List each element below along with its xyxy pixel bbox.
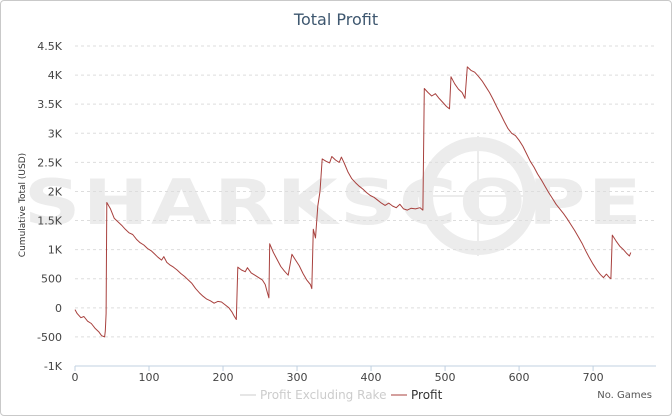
x-tick-label: 500 [435,371,456,384]
chart-title: Total Profit [293,10,378,29]
x-tick-label: 300 [287,371,308,384]
y-tick-label: -500 [37,331,62,344]
y-tick-label: 0 [55,302,62,315]
legend-item-profit-excluding-rake[interactable]: Profit Excluding Rake [240,388,386,402]
legend-item-profit[interactable]: Profit [391,388,443,402]
x-tick-label: 700 [583,371,604,384]
y-tick-label: 1K [48,244,63,257]
x-tick-label: 200 [213,371,234,384]
y-tick-label: 3.5K [37,98,62,111]
y-tick-label: 2.5K [37,156,62,169]
y-tick-label: -1K [44,360,63,373]
legend-label-profit: Profit [411,388,443,402]
y-tick-label: 1.5K [37,215,62,228]
x-tick-label: 100 [139,371,160,384]
watermark-text: SHARKSCOPE [24,166,644,239]
y-axis-title: Cumulative Total (USD) [18,153,28,257]
legend-label-profit-excluding-rake: Profit Excluding Rake [260,388,386,402]
no-games-label: No. Games [597,390,652,401]
x-tick-label: 600 [509,371,530,384]
series-line-profit [74,66,632,338]
x-tick-label: 0 [72,371,79,384]
y-tick-label: 3K [48,127,63,140]
x-tick-label: 400 [361,371,382,384]
grid-lines [75,45,656,338]
series-layer [74,66,632,338]
legend: Profit Excluding Rake Profit [240,388,443,402]
watermark: SHARKSCOPE [24,136,644,256]
y-axis-ticks: -1K -500 0 500 1K 1.5K 2K 2.5K 3K 3.5K 4K 4.5K [37,40,63,373]
y-tick-label: 4K [48,69,63,82]
y-tick-label: 500 [41,273,62,286]
y-tick-label: 2K [48,185,63,198]
y-tick-label: 4.5K [37,40,62,53]
x-axis-ticks: 0 100 200 300 400 500 600 700 [72,366,604,384]
